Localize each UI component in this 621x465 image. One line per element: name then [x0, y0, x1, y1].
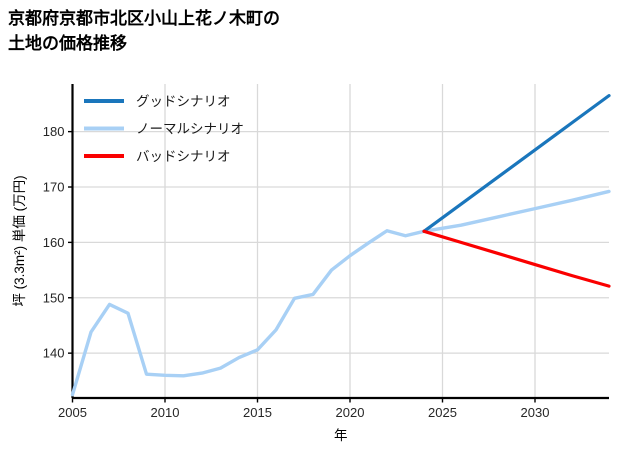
xtick-label-2030: 2030 [521, 405, 550, 420]
axis-lines [71, 84, 609, 400]
gridlines [72, 84, 609, 398]
chart-title-line-2: 土地の価格推移 [8, 34, 127, 53]
legend-label-bad: バッドシナリオ [136, 149, 231, 164]
xtick-label-2010: 2010 [151, 405, 180, 420]
ytick-label-160: 160 [43, 235, 65, 250]
chart-title: 京都府京都市北区小山上花ノ木町の 土地の価格推移 [8, 6, 280, 56]
ytick-label-140: 140 [43, 346, 65, 361]
tick-labels: 140 150 160 170 180 2005 2010 2015 2020 2025 2030 [43, 124, 550, 420]
ytick-label-170: 170 [43, 180, 65, 195]
xtick-label-2025: 2025 [428, 405, 457, 420]
axis-titles: 年 坪 (3.3m²) 単価 (万円) [12, 175, 348, 443]
series-line-バッドシナリオ [422, 229, 611, 288]
xtick-label-2015: 2015 [243, 405, 272, 420]
x-axis-title: 年 [334, 428, 348, 443]
ytick-label-180: 180 [43, 124, 65, 139]
y-axis-title: 坪 (3.3m²) 単価 (万円) [12, 175, 27, 306]
series-lines [70, 94, 611, 397]
xtick-label-2005: 2005 [58, 405, 87, 420]
series-line-ノーマルシナリオ [70, 189, 611, 397]
legend-label-normal: ノーマルシナリオ [136, 122, 244, 137]
ytick-label-150: 150 [43, 290, 65, 305]
legend-label-good: グッドシナリオ [136, 94, 231, 109]
chart-title-line-1: 京都府京都市北区小山上花ノ木町の [8, 9, 280, 28]
series-line-グッドシナリオ [422, 94, 611, 233]
tick-marks [68, 130, 536, 403]
xtick-label-2020: 2020 [336, 405, 365, 420]
